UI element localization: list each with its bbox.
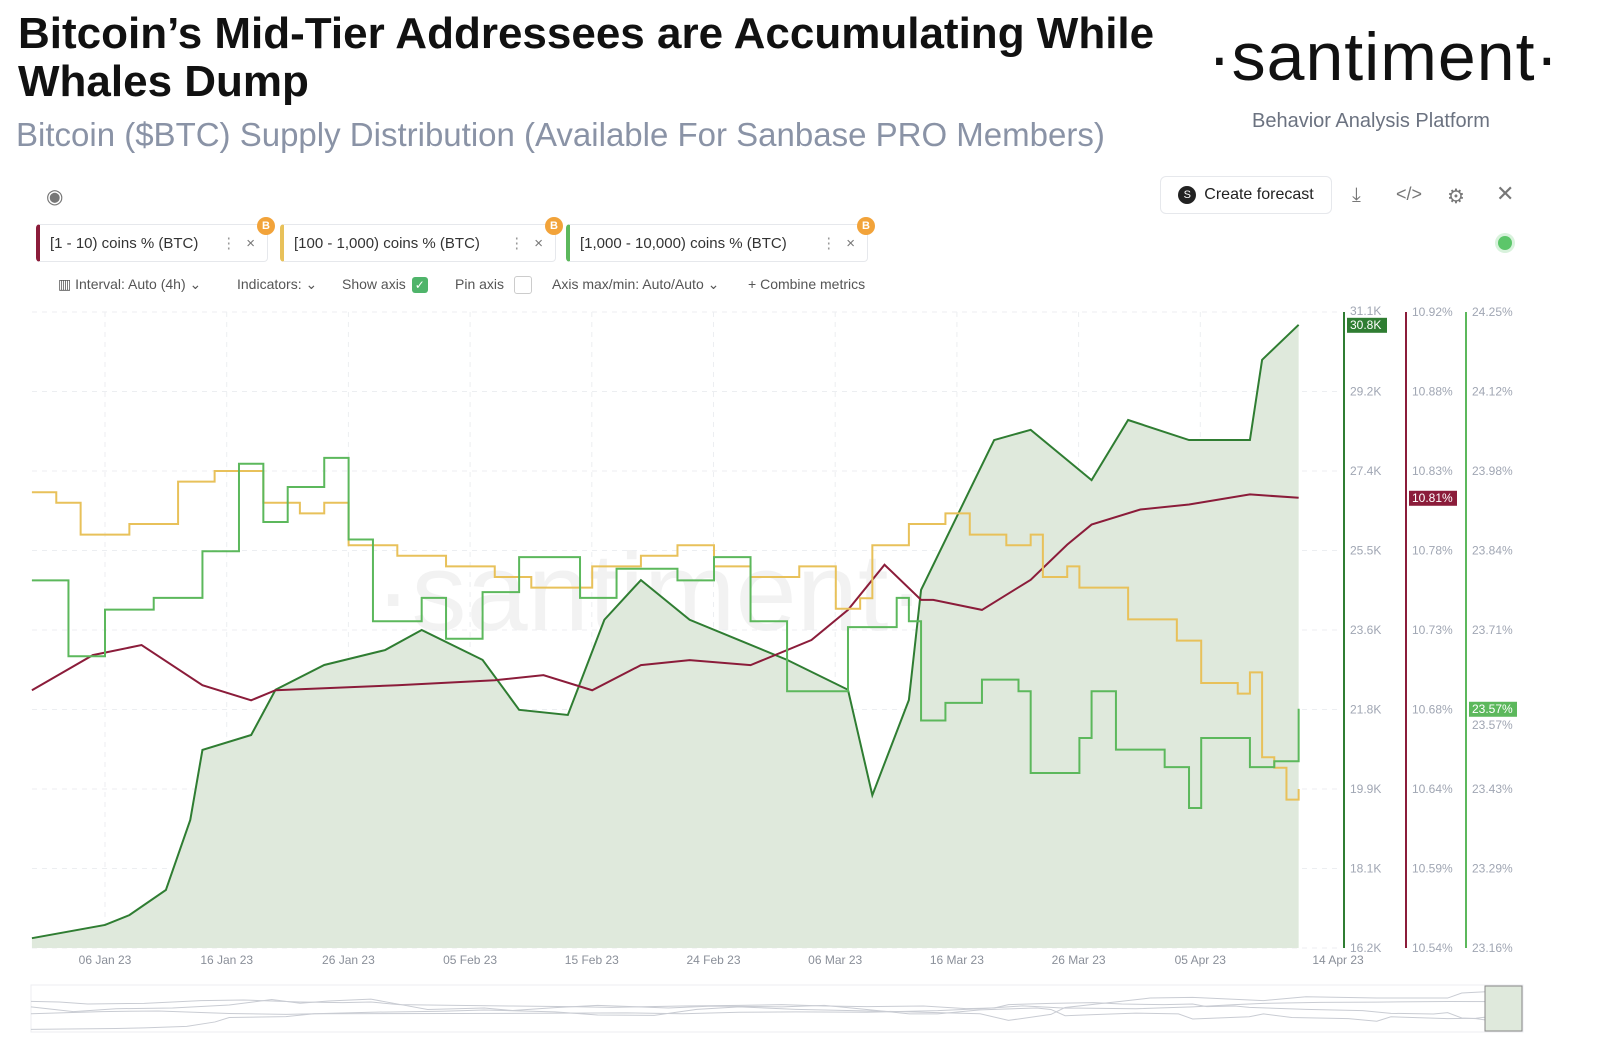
y-tick-label: 23.29%: [1472, 862, 1513, 876]
download-icon[interactable]: ⤓: [1352, 184, 1361, 206]
series-line-1: [31, 493, 1299, 702]
last-value-badge: [1409, 490, 1457, 506]
x-tick-label: 26 Jan 23: [322, 953, 375, 967]
last-value-label: 10.81%: [1412, 491, 1453, 505]
metric-chip-1-10[interactable]: [1 - 10) coins % (BTC) ⋮ × B: [36, 217, 275, 262]
y-tick-label: 31.1K: [1350, 304, 1381, 318]
show-axis-label: Show axis: [342, 276, 406, 292]
calendar-icon: ▥: [58, 276, 76, 292]
bitcoin-icon: B: [545, 217, 563, 235]
code-icon[interactable]: </>: [1396, 184, 1423, 204]
interval-dropdown[interactable]: ▥ Interval: Auto (4h) ⌄: [58, 276, 202, 292]
eye-icon[interactable]: ◉: [46, 186, 64, 208]
checkbox-unchecked[interactable]: [514, 276, 533, 295]
indicators-dropdown[interactable]: Indicators: ⌄: [237, 276, 318, 292]
price-area-fill: [31, 324, 1299, 948]
y-tick-label: 19.9K: [1350, 782, 1381, 796]
more-icon[interactable]: ⋮: [509, 235, 525, 252]
checkbox-checked[interactable]: ✓: [411, 277, 428, 294]
last-value-label: 30.8K: [1350, 318, 1381, 332]
y-tick-label: 23.71%: [1472, 623, 1513, 637]
remove-icon[interactable]: ×: [246, 234, 255, 252]
y-tick-label: 10.59%: [1412, 862, 1453, 876]
y-tick-label: 10.92%: [1412, 305, 1453, 319]
metric-label: [1,000 - 10,000) coins % (BTC): [580, 234, 787, 252]
more-icon[interactable]: ⋮: [821, 235, 837, 252]
axis-maxmin-dropdown[interactable]: Axis max/min: Auto/Auto ⌄: [552, 276, 720, 292]
y-tick-label: 10.68%: [1412, 703, 1453, 717]
y-tick-label: 10.64%: [1412, 782, 1453, 796]
y-tick-label: 23.16%: [1472, 941, 1513, 955]
y-tick-label: 21.8K: [1350, 703, 1381, 717]
x-tick-label: 05 Apr 23: [1175, 953, 1227, 967]
santiment-logo: ·santiment·: [1208, 19, 1560, 95]
show-axis-toggle[interactable]: Show axis ✓: [342, 276, 428, 294]
series-line-3: [31, 456, 1300, 809]
y-tick-label: 18.1K: [1350, 862, 1381, 876]
y-tick-label: 10.54%: [1412, 941, 1453, 955]
metric-label: [100 - 1,000) coins % (BTC): [294, 234, 480, 252]
last-value-label: 23.57%: [1472, 702, 1513, 716]
page-subtitle: Bitcoin ($BTC) Supply Distribution (Avai…: [16, 116, 1105, 153]
x-tick-label: 06 Jan 23: [79, 953, 132, 967]
y-tick-label: 23.43%: [1472, 782, 1513, 796]
forecast-icon: S: [1178, 186, 1197, 204]
page-title: Bitcoin’s Mid-Tier Addressees are Accumu…: [18, 9, 1155, 106]
last-value-badge: [1469, 701, 1517, 717]
navigator-line: [30, 990, 1505, 1030]
pin-axis-label: Pin axis: [455, 276, 505, 292]
last-value-badge: [1347, 317, 1387, 333]
navigator-handle[interactable]: [1484, 985, 1523, 1032]
y-tick-label: 24.25%: [1472, 305, 1513, 319]
y-tick-label: 25.5K: [1350, 544, 1381, 558]
pin-axis-toggle[interactable]: Pin axis: [455, 276, 533, 295]
create-forecast-label: Create forecast: [1204, 186, 1314, 203]
y-tick-label: 10.88%: [1412, 385, 1453, 399]
x-tick-label: 24 Feb 23: [686, 953, 740, 967]
metric-chip-100-1000[interactable]: [100 - 1,000) coins % (BTC) ⋮ × B: [280, 217, 563, 262]
y-tick-label: 29.2K: [1350, 385, 1381, 399]
combine-label: Combine metrics: [760, 276, 866, 292]
y-tick-label: 10.78%: [1412, 544, 1453, 558]
series-line-0: [31, 324, 1300, 940]
combine-metrics-button[interactable]: + Combine metrics: [748, 276, 866, 292]
y-tick-label: 24.12%: [1472, 385, 1513, 399]
y-tick-label: 10.83%: [1412, 464, 1453, 478]
create-forecast-button[interactable]: S Create forecast: [1160, 176, 1332, 214]
bitcoin-icon: B: [857, 217, 875, 235]
logo-tagline: Behavior Analysis Platform: [1252, 110, 1490, 132]
interval-label: Interval: Auto (4h): [75, 276, 186, 292]
navigator-line: [30, 1000, 1505, 1015]
remove-icon[interactable]: ×: [846, 234, 855, 252]
x-tick-label: 15 Feb 23: [565, 953, 619, 967]
navigator-line: [30, 999, 1505, 1022]
x-tick-label: 05 Feb 23: [443, 953, 497, 967]
x-tick-label: 26 Mar 23: [1052, 953, 1106, 967]
y-tick-label: 23.98%: [1472, 464, 1513, 478]
bitcoin-icon: B: [257, 217, 275, 235]
navigator-line: [30, 998, 1505, 1022]
x-tick-label: 16 Jan 23: [200, 953, 253, 967]
y-tick-label: 23.6K: [1350, 623, 1381, 637]
x-tick-label: 14 Apr 23: [1312, 953, 1364, 967]
series-line-2: [31, 470, 1300, 801]
indicators-label: Indicators:: [237, 276, 302, 292]
x-tick-label: 06 Mar 23: [808, 953, 862, 967]
x-tick-label: 16 Mar 23: [930, 953, 984, 967]
axis-maxmin-label: Axis max/min: Auto/Auto: [552, 276, 704, 292]
y-tick-label: 23.57%: [1472, 718, 1513, 732]
y-tick-label: 23.84%: [1472, 544, 1513, 558]
metric-label: [1 - 10) coins % (BTC): [50, 234, 199, 252]
y-tick-label: 16.2K: [1350, 941, 1381, 955]
y-tick-label: 10.73%: [1412, 623, 1453, 637]
metric-chip-1000-10000[interactable]: [1,000 - 10,000) coins % (BTC) ⋮ × B: [566, 217, 875, 262]
y-tick-label: 27.4K: [1350, 464, 1381, 478]
remove-icon[interactable]: ×: [534, 234, 543, 252]
gear-icon[interactable]: ⚙: [1447, 186, 1465, 208]
close-icon[interactable]: ✕: [1496, 181, 1515, 206]
more-icon[interactable]: ⋮: [221, 235, 237, 252]
live-status-dot: [1498, 236, 1512, 250]
